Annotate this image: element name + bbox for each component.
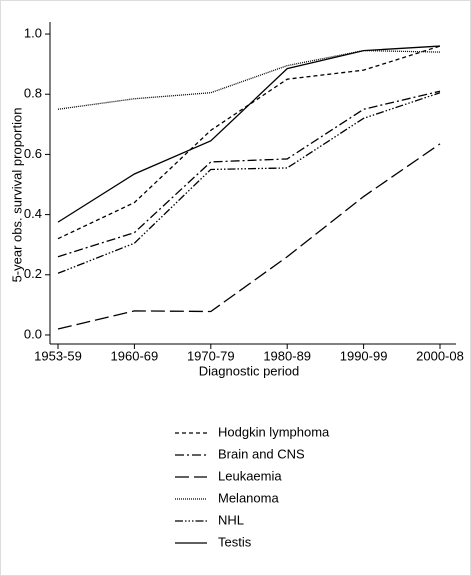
series-line (57, 45, 441, 240)
x-tick-label: 1953-59 (34, 348, 82, 363)
x-tick-label: 1960-69 (111, 348, 159, 363)
series-line (57, 90, 441, 258)
y-tick-label: 0.4 (24, 206, 42, 221)
y-tick-label: 0.2 (24, 266, 42, 281)
y-tick-label: 0.0 (24, 326, 42, 341)
x-tick-label: 1970-79 (187, 348, 235, 363)
x-tick-label: 2000-08 (416, 348, 464, 363)
legend-label: Testis (218, 534, 252, 549)
legend-label: NHL (218, 512, 244, 527)
y-tick-label: 1.0 (24, 25, 42, 40)
legend-label: Hodgkin lymphoma (218, 424, 330, 439)
y-tick-label: 0.6 (24, 146, 42, 161)
series-line (57, 143, 441, 330)
legend-label: Brain and CNS (218, 446, 305, 461)
y-axis-label: 5-year obs. survival proportion (9, 108, 24, 283)
series-line (57, 45, 441, 223)
series-line (57, 92, 441, 274)
legend-label: Leukaemia (218, 468, 282, 483)
y-tick-label: 0.8 (24, 86, 42, 101)
x-tick-label: 1990-99 (340, 348, 388, 363)
x-tick-label: 1980-89 (263, 348, 311, 363)
series-line (57, 49, 441, 110)
legend-label: Melanoma (218, 490, 279, 505)
x-axis-label: Diagnostic period (199, 363, 299, 378)
